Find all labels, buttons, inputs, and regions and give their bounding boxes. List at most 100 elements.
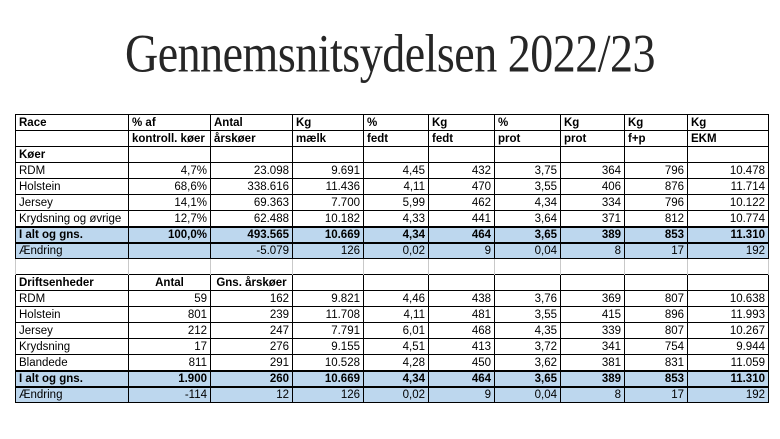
value-cell: 68,6% — [128, 178, 211, 195]
value-cell: 291 — [210, 354, 293, 371]
value-cell: 3,62 — [494, 354, 561, 371]
value-cell — [560, 274, 625, 291]
value-cell — [210, 258, 293, 275]
column-header — [15, 130, 129, 147]
value-cell — [292, 274, 364, 291]
row-label — [15, 258, 129, 275]
value-cell: 10.478 — [687, 162, 769, 179]
row-label: Ændring — [15, 386, 129, 403]
row-label: Ændring — [15, 242, 129, 259]
value-cell: 3,76 — [494, 290, 561, 307]
value-cell — [428, 258, 495, 275]
row-label: Holstein — [15, 178, 129, 195]
value-cell: 3,65 — [494, 369, 561, 388]
value-cell: 807 — [624, 322, 688, 339]
table-row: Krydsning 17 276 9.155 4,51 413 3,72 341 754 9.94… — [15, 338, 769, 355]
value-cell: 7.700 — [292, 194, 364, 211]
value-cell: 468 — [428, 322, 495, 339]
value-cell: 3,55 — [494, 178, 561, 195]
row-label: Jersey — [15, 322, 129, 339]
table-row: Krydsning og øvrige 12,7% 62.488 10.182 4,33… — [15, 210, 769, 227]
table-row: Holstein 801 239 11.708 4,11 481 3,55 415 896 11.… — [15, 306, 769, 323]
value-cell: 0,02 — [363, 386, 429, 403]
value-cell: 192 — [687, 242, 769, 259]
value-cell — [494, 146, 561, 163]
row-label: Holstein — [15, 306, 129, 323]
value-cell: 4,33 — [363, 210, 429, 227]
table-body: Køer RDM 4,7% 23.098 9.691 4,45 432 3,75 364 796 1… — [15, 146, 769, 403]
value-cell: 9.691 — [292, 162, 364, 179]
value-cell: 10.638 — [687, 290, 769, 307]
value-cell: 4,46 — [363, 290, 429, 307]
value-cell: 438 — [428, 290, 495, 307]
value-cell: 796 — [624, 162, 688, 179]
column-header: Kg — [292, 114, 364, 131]
value-cell: Antal — [128, 274, 211, 291]
value-cell: 0,04 — [494, 386, 561, 403]
value-cell: 493.565 — [210, 225, 293, 244]
column-header: Kg — [560, 114, 625, 131]
value-cell: 69.363 — [210, 194, 293, 211]
value-cell: 8 — [560, 242, 625, 259]
value-cell: 4,28 — [363, 354, 429, 371]
value-cell: 831 — [624, 354, 688, 371]
value-cell: 339 — [560, 322, 625, 339]
row-label: Driftsenheder — [15, 274, 129, 291]
value-cell: 9 — [428, 242, 495, 259]
value-cell: 341 — [560, 338, 625, 355]
value-cell — [687, 258, 769, 275]
table-row: RDM 4,7% 23.098 9.691 4,45 432 3,75 364 796 10.47… — [15, 162, 769, 179]
value-cell: 10.669 — [292, 369, 364, 388]
yield-table: Race% af Antal Kg% Kg% Kg Kg Kg kontroll. køer å… — [15, 114, 769, 403]
value-cell: 12 — [210, 386, 293, 403]
value-cell: 811 — [128, 354, 211, 371]
value-cell: -5.079 — [210, 242, 293, 259]
row-label: Krydsning og øvrige — [15, 210, 129, 227]
table-row: I alt og gns. 100,0% 493.565 10.669 4,34 464 3… — [15, 225, 769, 244]
value-cell: 192 — [687, 386, 769, 403]
value-cell: 853 — [624, 369, 688, 388]
value-cell: 12,7% — [128, 210, 211, 227]
value-cell: 100,0% — [128, 225, 211, 244]
value-cell: 4,7% — [128, 162, 211, 179]
value-cell: 126 — [292, 386, 364, 403]
table-row — [15, 258, 769, 275]
value-cell: 10.182 — [292, 210, 364, 227]
value-cell — [560, 146, 625, 163]
value-cell: 4,35 — [494, 322, 561, 339]
row-label: RDM — [15, 162, 129, 179]
column-header: Race — [15, 114, 129, 131]
value-cell: 11.436 — [292, 178, 364, 195]
value-cell: 4,11 — [363, 306, 429, 323]
value-cell: 364 — [560, 162, 625, 179]
value-cell: 853 — [624, 225, 688, 244]
value-cell — [494, 274, 561, 291]
value-cell — [624, 258, 688, 275]
row-label: I alt og gns. — [15, 225, 129, 244]
value-cell: 441 — [428, 210, 495, 227]
value-cell: 276 — [210, 338, 293, 355]
table-row: Køer — [15, 146, 769, 163]
table-row: Holstein 68,6% 338.616 11.436 4,11 470 3,55 406… — [15, 178, 769, 195]
row-label: Blandede — [15, 354, 129, 371]
value-cell: 371 — [560, 210, 625, 227]
value-cell: 10.528 — [292, 354, 364, 371]
value-cell: 334 — [560, 194, 625, 211]
value-cell: 9 — [428, 386, 495, 403]
row-label: I alt og gns. — [15, 369, 129, 388]
value-cell: 812 — [624, 210, 688, 227]
value-cell: 369 — [560, 290, 625, 307]
value-cell: 162 — [210, 290, 293, 307]
value-cell: 5,99 — [363, 194, 429, 211]
value-cell: 3,72 — [494, 338, 561, 355]
column-header: mælk — [292, 130, 364, 147]
page-title: Gennemsnitsydelsen 2022/23 — [125, 23, 656, 84]
value-cell: 7.791 — [292, 322, 364, 339]
yield-table-container: Race% af Antal Kg% Kg% Kg Kg Kg kontroll. køer å… — [15, 114, 769, 403]
column-header: prot — [494, 130, 561, 147]
value-cell: 11.310 — [687, 369, 769, 388]
value-cell: 11.310 — [687, 225, 769, 244]
value-cell: 8 — [560, 386, 625, 403]
table-row: Ændring -114 12 126 0,02 9 0,04 8 17 192 — [15, 386, 769, 403]
value-cell: 338.616 — [210, 178, 293, 195]
